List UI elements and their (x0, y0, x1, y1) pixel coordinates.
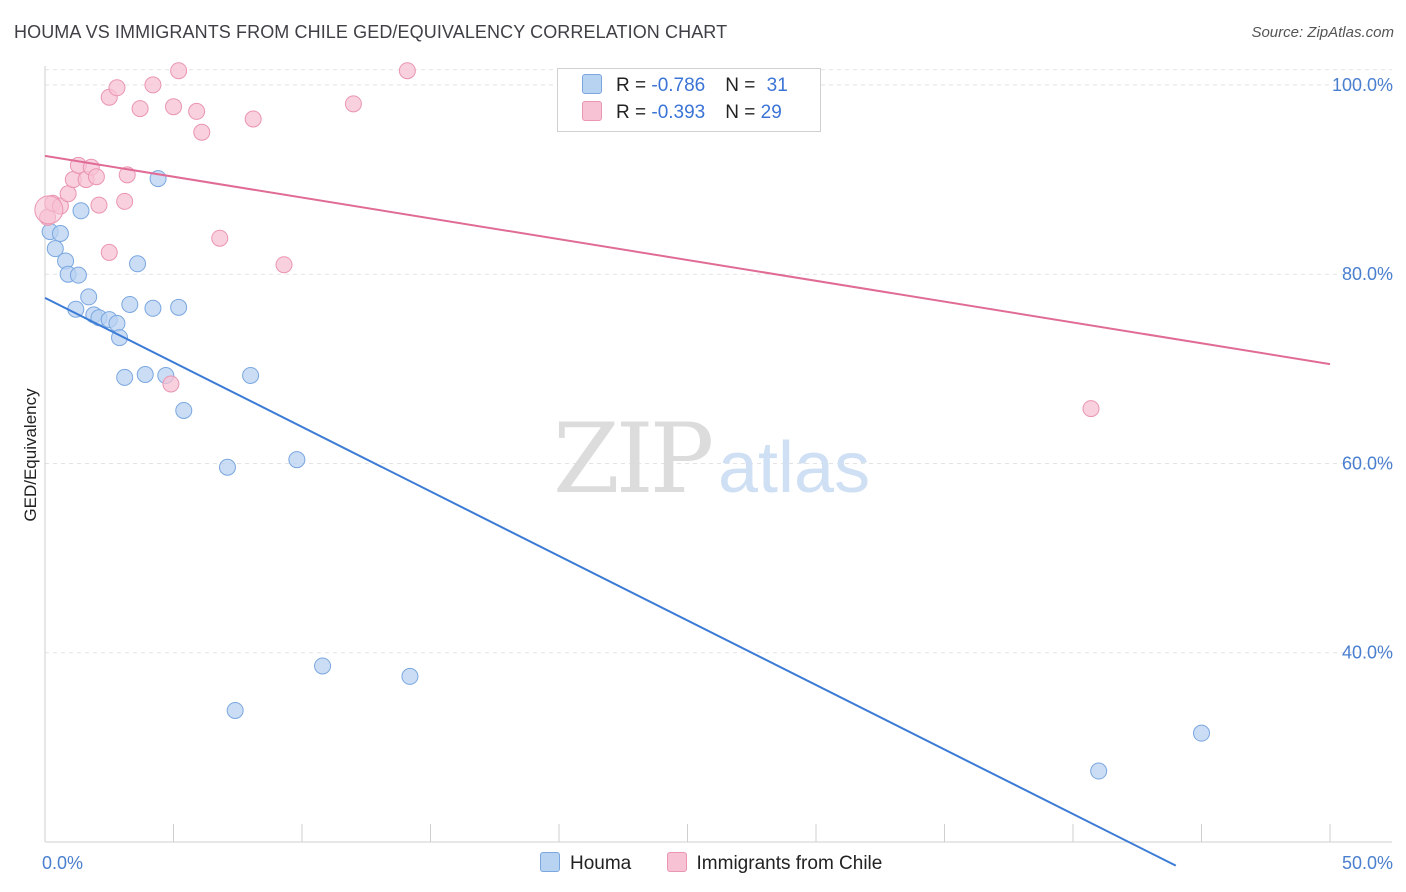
y-tick-label: 80.0% (1342, 264, 1393, 284)
watermark-zip: ZIP (553, 403, 712, 515)
chile-point (108, 79, 126, 97)
chile-swatch (582, 101, 602, 121)
houma-swatch (582, 74, 602, 94)
trend-lines (44, 154, 1331, 867)
x-tick-label: 0.0% (42, 853, 83, 873)
chile-point (211, 229, 229, 247)
houma-point (116, 368, 134, 386)
houma-trend-line (44, 296, 1177, 867)
chile-point (90, 196, 108, 214)
houma-point (288, 451, 306, 469)
stats-legend: R = -0.786 N = 31 R = -0.393 N = 29 (557, 68, 821, 132)
houma-point (69, 266, 87, 284)
chile-point (162, 375, 180, 393)
houma-point (1090, 762, 1108, 780)
houma-point (170, 298, 188, 316)
houma-point (108, 314, 126, 332)
legend-row-chile: R = -0.393 N = 29 (582, 101, 782, 129)
chile-point (131, 100, 149, 118)
legend-row-houma: R = -0.786 N = 31 (582, 74, 788, 102)
houma-point (218, 458, 236, 476)
houma-point (46, 240, 64, 258)
legend-item-chile: Immigrants from Chile (666, 852, 882, 875)
y-axis-label: GED/Equivalency (21, 388, 40, 522)
chile-point (1082, 400, 1100, 418)
houma-point (67, 300, 85, 318)
chile-point (188, 102, 206, 120)
source-label: Source: ZipAtlas.com (1251, 24, 1394, 41)
chile-point (59, 185, 77, 203)
y-tick-label: 40.0% (1342, 643, 1393, 663)
chile-point (244, 110, 262, 128)
chile-point (34, 195, 64, 225)
chile-point (344, 95, 362, 113)
houma-point (144, 299, 162, 317)
houma-point (242, 366, 260, 384)
houma-legend-swatch (540, 852, 560, 872)
data-points (34, 62, 1210, 780)
houma-point (226, 701, 244, 719)
chart-title: HOUMA VS IMMIGRANTS FROM CHILE GED/EQUIV… (14, 22, 728, 42)
chile-point (87, 168, 105, 186)
chile-point (165, 98, 182, 116)
chile-legend-swatch (666, 852, 687, 872)
chile-trend-line (44, 154, 1331, 366)
watermark: ZIP atlas (553, 403, 870, 515)
houma-point (80, 288, 98, 306)
chile-point (275, 256, 293, 274)
houma-point (1193, 724, 1210, 742)
legend-item-houma: Houma (540, 852, 631, 875)
y-tick-label: 100.0% (1332, 75, 1393, 95)
houma-point (121, 295, 139, 313)
houma-point (136, 366, 154, 384)
axes (44, 66, 1392, 843)
houma-point (175, 401, 193, 419)
gridlines (45, 69, 1392, 654)
x-tick-label: 50.0% (1342, 853, 1393, 873)
chile-point (100, 243, 118, 261)
houma-point (314, 657, 332, 675)
chile-point (144, 76, 162, 94)
chile-point (193, 123, 211, 141)
tick-labels: 100.0% 80.0% 60.0% 40.0% 0.0% 50.0% GED/Equiva… (21, 75, 1393, 873)
series-legend: Houma Immigrants from Chile (540, 852, 912, 875)
y-tick-label: 60.0% (1342, 453, 1393, 473)
houma-point (401, 667, 419, 685)
houma-point (51, 225, 69, 243)
watermark-atlas: atlas (718, 428, 870, 508)
houma-point (72, 202, 90, 220)
chile-point (116, 192, 134, 210)
houma-point (129, 255, 147, 273)
chile-point (170, 62, 188, 80)
chile-point (398, 62, 416, 80)
